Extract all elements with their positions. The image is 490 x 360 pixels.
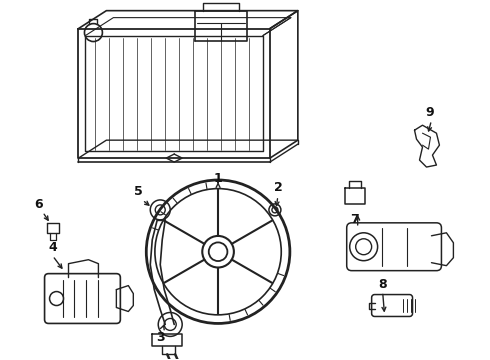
- Text: 2: 2: [273, 181, 282, 194]
- Text: 5: 5: [134, 185, 143, 198]
- FancyBboxPatch shape: [371, 294, 413, 316]
- FancyBboxPatch shape: [45, 274, 121, 323]
- Text: 6: 6: [34, 198, 43, 211]
- Text: 9: 9: [425, 106, 434, 119]
- Text: 3: 3: [156, 331, 165, 344]
- Text: 4: 4: [48, 241, 57, 254]
- Text: 1: 1: [214, 171, 222, 185]
- FancyBboxPatch shape: [347, 223, 441, 271]
- Text: 7: 7: [350, 213, 359, 226]
- Text: 8: 8: [378, 278, 387, 291]
